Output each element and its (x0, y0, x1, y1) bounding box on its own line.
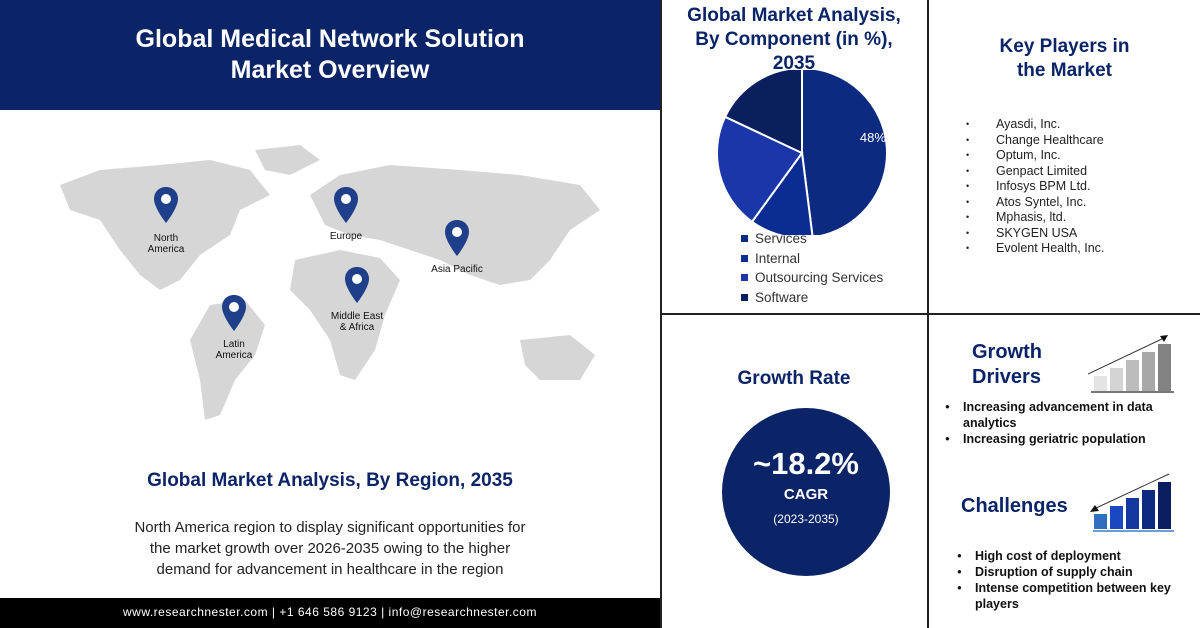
list-item: Change Healthcare (956, 133, 1104, 149)
region-label: Latin America (215, 339, 253, 361)
legend-item: Services (741, 229, 883, 249)
growth-drivers-title-line: Growth (972, 341, 1042, 363)
region-label: Europe (329, 231, 363, 242)
region-label: Asia Pacific (431, 264, 483, 275)
legend-label: Software (755, 289, 809, 305)
component-title-line: Global Market Analysis, (687, 5, 901, 26)
list-item: Atos Syntel, Inc. (956, 195, 1104, 211)
list-item: Genpact Limited (956, 164, 1104, 180)
legend-swatch (741, 274, 748, 282)
legend-label: Services (755, 231, 807, 246)
location-pin-icon (222, 295, 246, 336)
pie-slice-services (801, 70, 888, 235)
description-line: the market growth over 2026-2035 owing t… (149, 540, 511, 557)
list-item: SKYGEN USA (956, 226, 1104, 242)
divider (660, 313, 1200, 315)
legend-label: Outsourcing Services (755, 270, 884, 285)
legend-item: Internal (741, 249, 883, 269)
list-item: Optum, Inc. (956, 148, 1104, 164)
pie-slice-software (723, 70, 803, 155)
location-pin-icon (154, 187, 178, 228)
list-item: High cost of deployment (957, 548, 1195, 564)
pie-data-label: 48% (860, 130, 886, 145)
location-pin-icon (445, 220, 469, 261)
region-label: Middle East & Africa (330, 311, 384, 333)
key-players-title: Key Players in the Market (929, 35, 1200, 83)
legend-swatch (741, 293, 748, 301)
key-players-title-line: Key Players in (999, 36, 1130, 57)
legend-item: Outsourcing Services (741, 268, 883, 288)
growth-drivers-title-line: Drivers (972, 366, 1041, 388)
page-title: Global Medical Network Solution Market O… (0, 0, 660, 110)
list-item: Ayasdi, Inc. (956, 117, 1104, 133)
list-item: Increasing geriatric population (945, 431, 1183, 447)
legend-swatch (741, 254, 748, 262)
challenges-title: Challenges (961, 495, 1068, 517)
region-description: North America region to display signific… (0, 517, 660, 580)
decline-chart-icon (1090, 473, 1174, 532)
description-line: demand for advancement in healthcare in … (156, 561, 504, 578)
location-pin-icon (345, 267, 369, 308)
description-line: North America region to display signific… (134, 519, 526, 536)
list-item: Increasing advancement in data analytics (945, 399, 1183, 431)
location-pin-icon (334, 187, 358, 228)
list-item: Infosys BPM Ltd. (956, 179, 1104, 195)
title-line-1: Global Medical Network Solution (135, 25, 525, 53)
cagr-circle: ~18.2% CAGR (2023-2035) (722, 408, 890, 576)
legend-item: Software (741, 288, 883, 308)
region-section-title: Global Market Analysis, By Region, 2035 (147, 470, 513, 491)
list-item: Intense competition between key players (957, 580, 1195, 612)
component-title-line: By Component (in %), (695, 29, 893, 50)
component-title-line: 2035 (772, 53, 816, 74)
growth-rate-title: Growth Rate (737, 368, 851, 389)
legend-swatch (741, 235, 748, 243)
title-line-2: Market Overview (230, 56, 430, 84)
growth-drivers-list: Increasing advancement in data analytics… (945, 399, 1183, 447)
growth-chart-icon (1088, 335, 1174, 393)
cagr-period: (2023-2035) (773, 512, 839, 526)
cagr-value: ~18.2% (752, 446, 859, 481)
footer-contact: www.researchnester.com | +1 646 586 9123… (0, 598, 660, 628)
region-label: North America (147, 233, 185, 255)
pie-slice-internal (750, 150, 814, 235)
legend-label: Internal (755, 250, 801, 266)
key-players-title-line: the Market (1016, 60, 1113, 81)
growth-drivers-title: Growth Drivers (972, 340, 1042, 390)
key-players-list: Ayasdi, Inc.Change HealthcareOptum, Inc.… (956, 117, 1104, 257)
list-item: Evolent Health, Inc. (956, 241, 1104, 257)
component-pie-chart: 48% (716, 70, 888, 235)
cagr-label: CAGR (783, 486, 829, 503)
pie-legend: Services Internal Outsourcing Services Soft… (741, 229, 883, 307)
list-item: Mphasis, ltd. (956, 210, 1104, 226)
list-item: Disruption of supply chain (957, 564, 1195, 580)
challenges-list: High cost of deploymentDisruption of sup… (957, 548, 1195, 612)
component-title: Global Market Analysis, By Component (in… (662, 4, 926, 76)
